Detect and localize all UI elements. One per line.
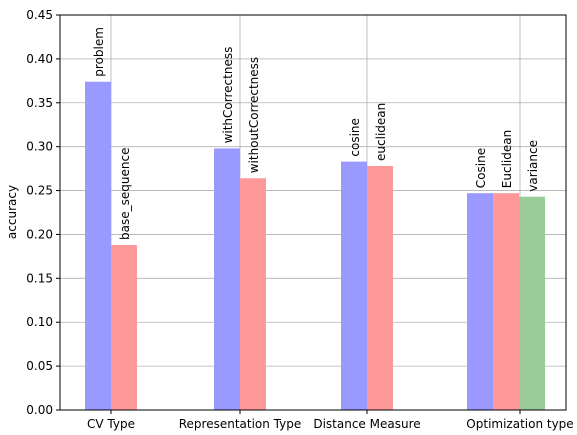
axes-layer — [56, 14, 567, 414]
bar — [240, 178, 266, 410]
x-tick-label: Optimization type — [466, 417, 573, 431]
bar-label: cosine — [348, 118, 362, 157]
bar — [341, 161, 367, 410]
y-tick-label: 0.25 — [26, 184, 53, 198]
bar-label: Cosine — [474, 148, 488, 188]
plot-frame — [59, 14, 567, 411]
bar-label: euclidean — [374, 103, 388, 161]
y-tick-label: 0.00 — [26, 403, 53, 417]
y-axis-title: accuracy — [5, 185, 19, 239]
y-tick-label: 0.40 — [26, 52, 53, 66]
bars-layer — [85, 81, 545, 410]
y-tick-label: 0.35 — [26, 96, 53, 110]
x-tick-label: Distance Measure — [313, 417, 420, 431]
bar — [111, 244, 137, 410]
bar-label: withCorrectness — [221, 47, 235, 144]
bar — [367, 165, 393, 410]
y-tick-label: 0.45 — [26, 8, 53, 22]
bar-label: withoutCorrectness — [247, 57, 261, 173]
bar — [467, 193, 493, 410]
labels-layer: 0.00 0.05 0.10 0.15 0.20 0.25 0.30 0.35 0.40 0.45… — [26, 8, 573, 431]
bar-label: Euclidean — [500, 130, 514, 188]
bar — [493, 193, 519, 410]
bar-label: variance — [526, 140, 540, 192]
bar — [85, 81, 111, 410]
bar — [214, 148, 240, 410]
y-tick-label: 0.20 — [26, 227, 53, 241]
bar — [519, 196, 545, 410]
y-tick-label: 0.30 — [26, 140, 53, 154]
bar-label: base_sequence — [118, 148, 132, 240]
y-tick-label: 0.05 — [26, 359, 53, 373]
bar-label: problem — [92, 27, 106, 77]
x-tick-label: CV Type — [87, 417, 135, 431]
y-tick-label: 0.15 — [26, 271, 53, 285]
y-tick-label: 0.10 — [26, 315, 53, 329]
x-tick-label: Representation Type — [179, 417, 302, 431]
